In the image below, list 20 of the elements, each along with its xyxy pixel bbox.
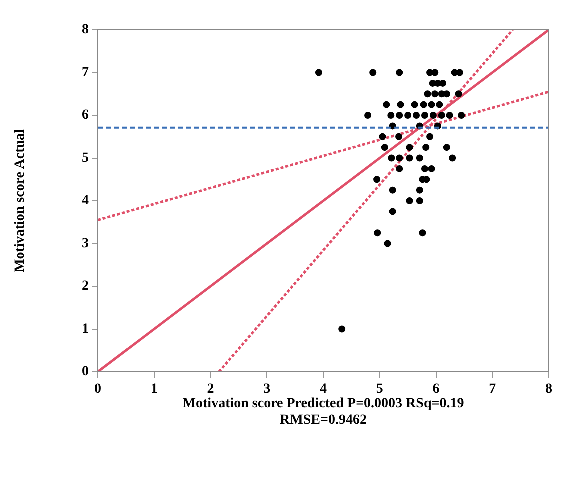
y-tick-label: 5 xyxy=(82,150,89,166)
y-tick-label: 4 xyxy=(82,194,89,209)
y-tick-label: 8 xyxy=(82,22,89,38)
y-tick-label: 2 xyxy=(82,279,89,294)
x-tick-label: 2 xyxy=(207,382,214,398)
x-tick-label: 8 xyxy=(546,382,552,398)
y-axis-title: Motivation score Actual xyxy=(13,129,28,272)
x-tick-label: 3 xyxy=(264,382,271,398)
x-tick-label: 5 xyxy=(376,382,384,398)
x-tick-label: 4 xyxy=(320,382,327,398)
y-tick-label: 6 xyxy=(82,108,89,124)
y-tick-label: 1 xyxy=(82,322,89,337)
x-tick-label: 6 xyxy=(432,382,440,398)
y-tick-label: 7 xyxy=(82,65,89,80)
x-tick-label: 1 xyxy=(150,382,158,398)
y-tick-label: 0 xyxy=(82,364,89,380)
x-axis-title: Motivation score Predicted P=0.0003 RSq=0.19 RMSE=0.9462 xyxy=(182,396,464,428)
x-tick-label: 0 xyxy=(94,382,102,398)
y-tick-label: 3 xyxy=(82,236,89,252)
x-tick-label: 7 xyxy=(489,382,496,398)
